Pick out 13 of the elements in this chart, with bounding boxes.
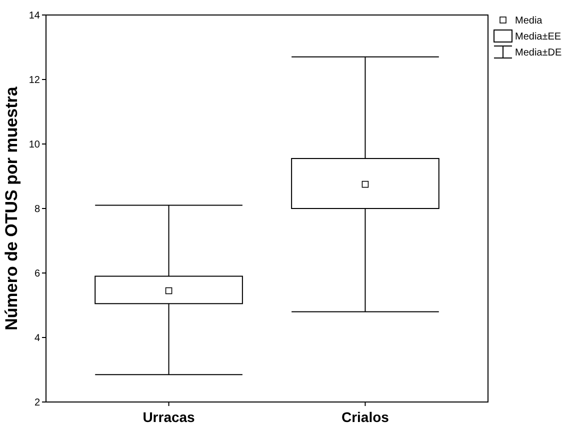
text: Media±EE — [515, 32, 562, 42]
y-axis-title: Número de OTUS por muestra — [2, 86, 21, 330]
y-tick-label: 2 — [34, 398, 40, 408]
y-tick-label: 14 — [28, 10, 40, 22]
y-tick-label: 4 — [34, 333, 40, 344]
y-tick-label: 8 — [34, 204, 40, 215]
y-tick-label: 12 — [28, 75, 40, 86]
x-tick-label: Urracas — [142, 409, 196, 425]
text: Media — [515, 16, 543, 26]
x-tick-label: Crialos — [341, 409, 390, 425]
y-tick-label: 10 — [28, 140, 40, 150]
y-tick-label: 6 — [34, 268, 40, 280]
text: Media±DE — [515, 48, 562, 58]
